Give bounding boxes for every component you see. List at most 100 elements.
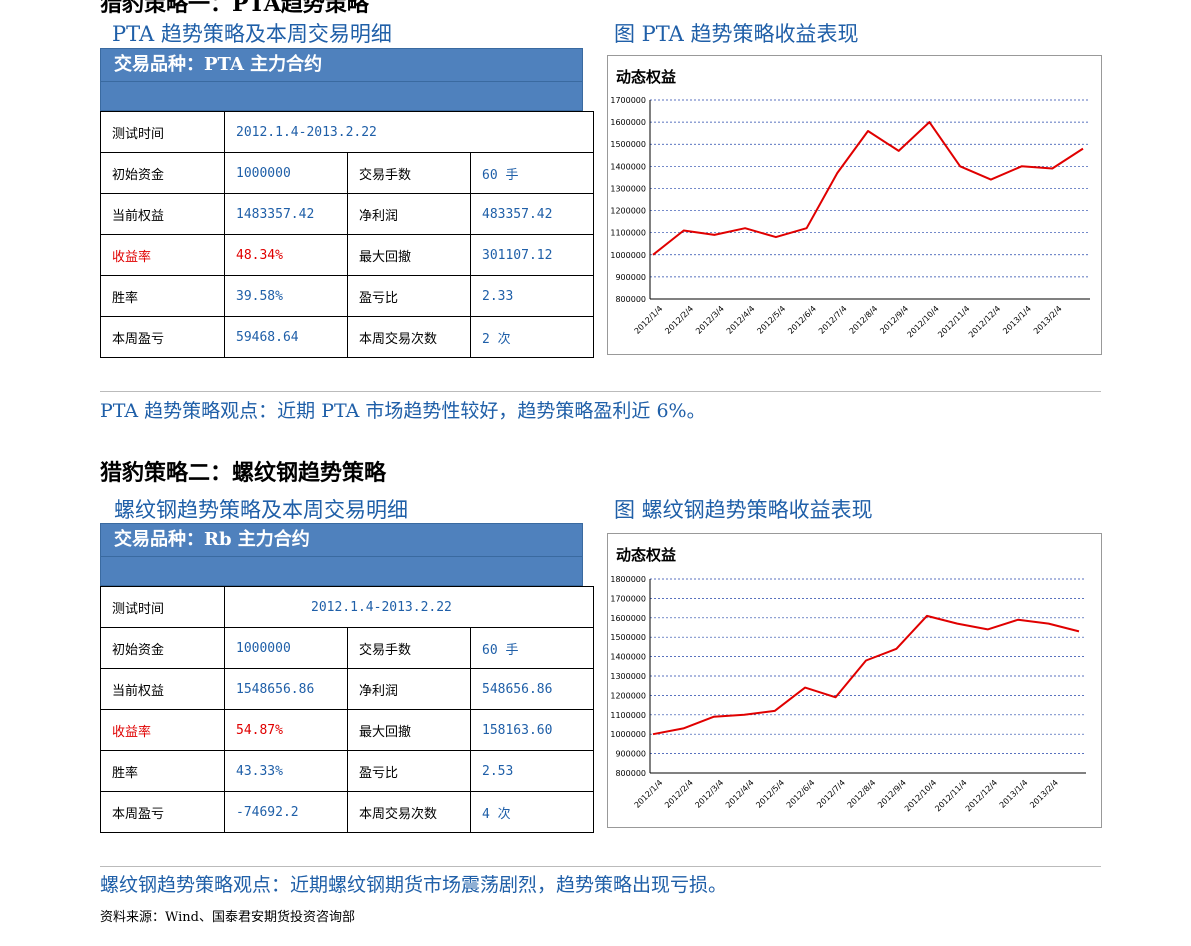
- y-tick-label: 1500000: [610, 140, 646, 149]
- x-tick-label: 2012/5/4: [755, 304, 787, 336]
- table-cell: 2012.1.4-2013.2.22: [224, 111, 594, 153]
- x-tick-label: 2012/8/4: [846, 778, 878, 810]
- x-tick-label: 2012/12/4: [967, 304, 1002, 339]
- y-tick-label: 1700000: [610, 96, 646, 105]
- x-tick-label: 2012/12/4: [964, 778, 999, 813]
- strategy1-table-block: 交易品种：PTA 主力合约 测试时间 2012.1.4-2013.2.22 初始…: [100, 48, 594, 358]
- table-cell: 本周盈亏: [100, 791, 225, 833]
- chart-title: 动态权益: [616, 68, 676, 86]
- x-tick-label: 2012/6/4: [786, 304, 818, 336]
- table-cell: 158163.60: [470, 709, 594, 751]
- x-tick-label: 2012/9/4: [876, 778, 908, 810]
- strategy2-equity-chart: 动态权益 800000 900000 1000000 1100000 1200000 130…: [610, 546, 1086, 813]
- x-tick-label: 2012/1/4: [633, 304, 665, 336]
- y-tick-label: 800000: [615, 769, 646, 778]
- y-tick-label: 800000: [615, 295, 646, 304]
- table-cell: 2.53: [470, 750, 594, 792]
- y-tick-label: 1000000: [610, 730, 646, 739]
- table-row: 收益率 54.87% 最大回撤 158163.60: [100, 709, 594, 751]
- chart-title: 动态权益: [616, 546, 676, 564]
- table-cell: 2 次: [470, 316, 594, 358]
- table-cell: 本周交易次数: [347, 316, 471, 358]
- strategy2-right-title: 图 螺纹钢趋势策略收益表现: [614, 498, 873, 522]
- y-tick-label: 1400000: [610, 162, 646, 171]
- x-tick-label: 2012/7/4: [815, 778, 847, 810]
- x-tick-label: 2012/9/4: [878, 304, 910, 336]
- table-row: 初始资金 1000000 交易手数 60 手: [100, 152, 594, 194]
- strategy1-left-title: PTA 趋势策略及本周交易明细: [112, 22, 392, 46]
- table-row: 本周盈亏 59468.64 本周交易次数 2 次: [100, 316, 594, 358]
- x-tick-label: 2012/8/4: [848, 304, 880, 336]
- table-row: 当前权益 1483357.42 净利润 483357.42: [100, 193, 594, 235]
- table-cell: 胜率: [100, 275, 225, 317]
- table-cell: 1548656.86: [224, 668, 348, 710]
- table-cell: 交易手数: [347, 152, 471, 194]
- y-tick-label: 1600000: [610, 118, 646, 127]
- x-tick-label: 2012/5/4: [754, 778, 786, 810]
- table-cell: 1483357.42: [224, 193, 348, 235]
- table-cell: 48.34%: [224, 234, 348, 276]
- table-row: 初始资金 1000000 交易手数 60 手: [100, 627, 594, 669]
- table-cell: -74692.2: [224, 791, 348, 833]
- strategy1-divider: [100, 391, 1101, 392]
- y-tick-label: 1200000: [610, 691, 646, 700]
- y-tick-label: 900000: [615, 750, 646, 759]
- strategy1-right-title: 图 PTA 趋势策略收益表现: [614, 22, 859, 46]
- strategy2-divider: [100, 866, 1101, 867]
- table-cell: 59468.64: [224, 316, 348, 358]
- y-tick-label: 1700000: [610, 594, 646, 603]
- table-cell: 2012.1.4-2013.2.22: [224, 586, 594, 628]
- strategy2-table: 测试时间 2012.1.4-2013.2.22 初始资金 1000000 交易手…: [100, 586, 594, 833]
- table-cell: 1000000: [224, 627, 348, 669]
- table-cell: 最大回撤: [347, 234, 471, 276]
- x-tick-label: 2012/6/4: [785, 778, 817, 810]
- x-tick-label: 2012/4/4: [725, 304, 757, 336]
- strategy1-chart-box: 动态权益 800000 900000 1000000 1100000 1200000 130…: [607, 55, 1102, 355]
- x-tick-label: 2012/2/4: [663, 778, 695, 810]
- strategy1-equity-chart: 动态权益 800000 900000 1000000 1100000 1200000 130…: [610, 68, 1090, 339]
- y-tick-label: 1800000: [610, 575, 646, 584]
- table-row: 测试时间 2012.1.4-2013.2.22: [100, 586, 594, 628]
- source-note: 资料来源：Wind、国泰君安期货投资咨询部: [100, 910, 355, 925]
- table-cell: 483357.42: [470, 193, 594, 235]
- table-cell: 60 手: [470, 152, 594, 194]
- table-cell: 盈亏比: [347, 275, 471, 317]
- table-cell: 盈亏比: [347, 750, 471, 792]
- table-cell: 收益率: [100, 234, 225, 276]
- section2-heading: 猎豹策略二：螺纹钢趋势策略: [100, 460, 387, 486]
- x-tick-label: 2012/7/4: [817, 304, 849, 336]
- strategy2-chart-box: 动态权益 800000 900000 1000000 1100000 1200000 130…: [607, 533, 1102, 828]
- table-row: 本周盈亏 -74692.2 本周交易次数 4 次: [100, 791, 594, 833]
- x-tick-label: 2013/2/4: [1032, 304, 1064, 336]
- y-tick-label: 1000000: [610, 251, 646, 260]
- table-row: 胜率 39.58% 盈亏比 2.33: [100, 275, 594, 317]
- table-cell: 2.33: [470, 275, 594, 317]
- table-row: 当前权益 1548656.86 净利润 548656.86: [100, 668, 594, 710]
- table-row: 测试时间 2012.1.4-2013.2.22: [100, 111, 594, 153]
- strategy1-table: 测试时间 2012.1.4-2013.2.22 初始资金 1000000 交易手…: [100, 111, 594, 358]
- table-cell: 收益率: [100, 709, 225, 751]
- strategy2-table-block: 交易品种：Rb 主力合约 测试时间 2012.1.4-2013.2.22 初始资…: [100, 523, 594, 833]
- strategy1-note: PTA 趋势策略观点：近期 PTA 市场趋势性较好，趋势策略盈利近 6%。: [100, 400, 706, 422]
- x-tick-label: 2012/10/4: [905, 304, 940, 339]
- table-cell: 4 次: [470, 791, 594, 833]
- y-tick-label: 1100000: [610, 229, 646, 238]
- strategy2-left-title: 螺纹钢趋势策略及本周交易明细: [114, 498, 408, 522]
- table-cell: 初始资金: [100, 152, 225, 194]
- top-heading: 猎豹策略一：PTA趋势策略: [100, 0, 369, 17]
- x-tick-label: 2013/1/4: [998, 778, 1030, 810]
- strategy2-variety-header: 交易品种：Rb 主力合约: [100, 523, 583, 557]
- table-cell: 测试时间: [100, 111, 225, 153]
- table-cell: 当前权益: [100, 193, 225, 235]
- table-cell: 39.58%: [224, 275, 348, 317]
- x-tick-label: 2012/11/4: [936, 304, 971, 339]
- table-row: 胜率 43.33% 盈亏比 2.53: [100, 750, 594, 792]
- x-tick-label: 2012/2/4: [663, 304, 695, 336]
- table-cell: 最大回撤: [347, 709, 471, 751]
- strategy1-variety-header: 交易品种：PTA 主力合约: [100, 48, 583, 82]
- y-tick-label: 900000: [615, 273, 646, 282]
- y-tick-label: 1500000: [610, 633, 646, 642]
- table-row: 收益率 48.34% 最大回撤 301107.12: [100, 234, 594, 276]
- y-tick-label: 1400000: [610, 653, 646, 662]
- table-cell: 本周交易次数: [347, 791, 471, 833]
